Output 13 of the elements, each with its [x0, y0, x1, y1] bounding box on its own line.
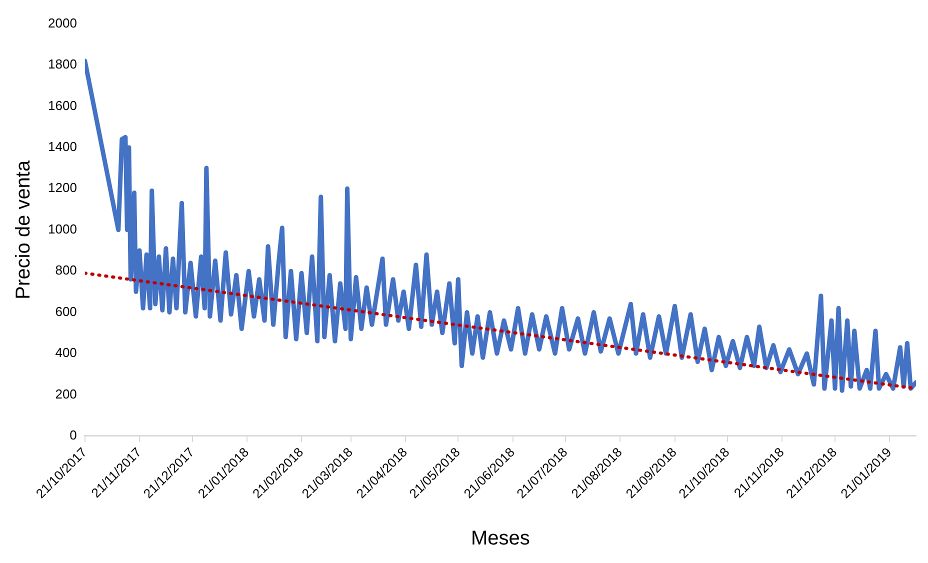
y-tick-label: 1000: [48, 221, 77, 236]
y-tick-label: 2000: [48, 15, 77, 30]
y-tick-label: 1200: [48, 180, 77, 196]
y-tick-label: 400: [55, 345, 77, 360]
y-tick-label: 1600: [48, 98, 77, 113]
x-axis-title: Meses: [471, 528, 530, 550]
y-tick-label: 600: [55, 304, 77, 319]
y-tick-label: 1800: [48, 56, 77, 72]
y-tick-label: 1400: [48, 139, 77, 154]
y-tick-label: 0: [70, 428, 77, 443]
y-tick-label: 800: [55, 262, 77, 278]
y-tick-label: 200: [55, 386, 77, 402]
y-axis-title: Precio de venta: [12, 160, 35, 300]
